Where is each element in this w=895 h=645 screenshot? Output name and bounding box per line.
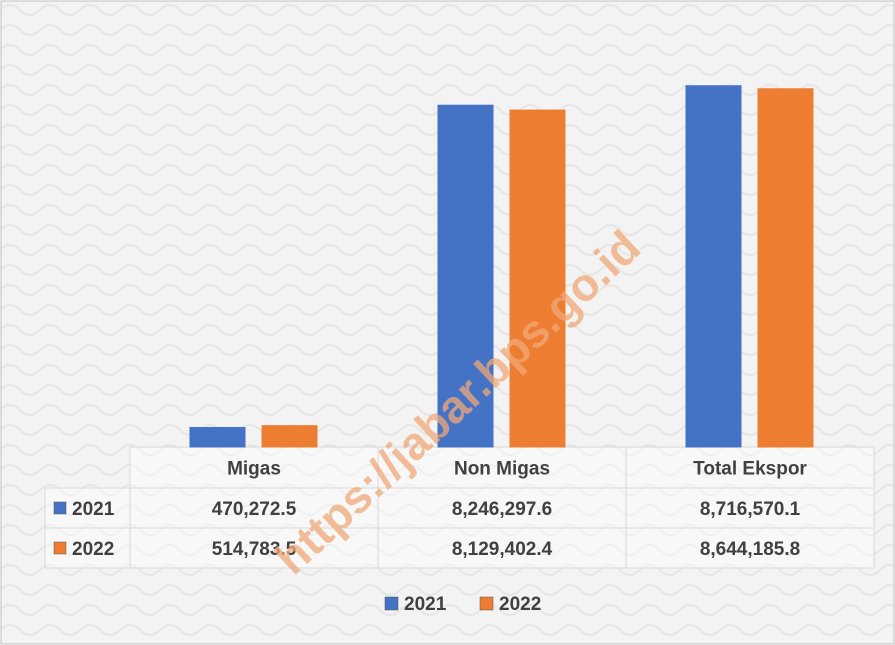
bar [757,88,814,448]
value-label: 470,272.5 [212,499,297,520]
bar [685,85,742,448]
category-label: Migas [227,459,281,480]
data-table: Migas 470,272.5 514,783.5 Non Migas 8,246,29… [44,446,875,569]
value-label: 8,246,297.6 [452,499,552,520]
plot-area [189,85,814,448]
category-label: Non Migas [454,459,550,480]
bar [261,425,318,448]
legend-swatch [384,596,399,611]
legend-key [53,541,67,555]
legend-label: 2021 [404,594,447,615]
value-label: 8,129,402.4 [452,539,553,560]
legend-label: 2022 [499,594,541,615]
value-label: 514,783.5 [212,539,297,560]
category-label: Total Ekspor [693,459,807,480]
bar [189,427,246,448]
value-label: 8,644,185.8 [700,539,800,560]
legend-swatch [479,596,494,611]
bar [437,104,494,448]
value-label: 8,716,570.1 [700,499,801,520]
legend-key [53,501,67,515]
series-label: 2021 [72,499,115,520]
table-body [129,446,875,489]
legend: 2021 2022 [384,594,541,615]
bar [509,109,566,448]
series-label: 2022 [72,539,114,560]
